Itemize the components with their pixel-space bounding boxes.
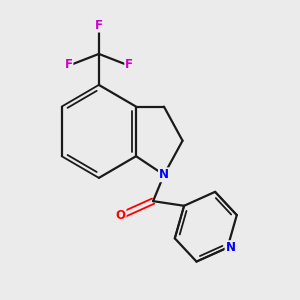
Text: F: F (64, 58, 73, 71)
Text: F: F (95, 19, 103, 32)
Text: N: N (159, 168, 169, 181)
Text: N: N (226, 241, 236, 254)
Text: O: O (116, 208, 126, 222)
Text: F: F (125, 58, 133, 71)
